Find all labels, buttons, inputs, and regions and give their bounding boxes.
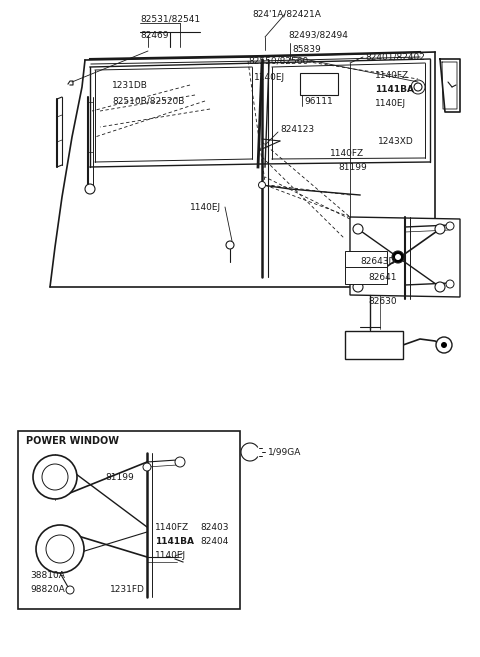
Polygon shape <box>350 217 460 297</box>
Circle shape <box>143 463 151 471</box>
Text: 82493/82494: 82493/82494 <box>288 30 348 39</box>
Circle shape <box>446 280 454 288</box>
Text: 81199: 81199 <box>105 472 134 482</box>
Text: 1140EJ: 1140EJ <box>190 202 221 212</box>
Circle shape <box>85 184 95 194</box>
Circle shape <box>33 455 77 499</box>
Text: 1141BA: 1141BA <box>155 537 194 545</box>
Text: 82401/82402: 82401/82402 <box>365 53 425 62</box>
Bar <box>18 431 240 609</box>
Text: 1140EJ: 1140EJ <box>375 99 406 108</box>
Circle shape <box>66 586 74 594</box>
Bar <box>300 73 338 95</box>
Circle shape <box>353 282 363 292</box>
Text: 824123: 824123 <box>280 124 314 133</box>
Circle shape <box>435 224 445 234</box>
Text: 1231DB: 1231DB <box>112 81 148 89</box>
Text: 1231FD: 1231FD <box>110 585 145 593</box>
Text: 98820A: 98820A <box>30 585 65 593</box>
Circle shape <box>42 464 68 490</box>
Text: 81199: 81199 <box>338 164 367 173</box>
Circle shape <box>446 222 454 230</box>
Text: 1141BA: 1141BA <box>375 85 414 93</box>
Circle shape <box>46 535 74 563</box>
Bar <box>345 262 387 284</box>
Text: 82643D: 82643D <box>360 258 396 267</box>
Circle shape <box>392 251 404 263</box>
Text: 1140EJ: 1140EJ <box>254 72 285 81</box>
Text: POWER WINDOW: POWER WINDOW <box>26 436 119 446</box>
Circle shape <box>436 337 452 353</box>
Text: 82403: 82403 <box>200 522 228 532</box>
Text: 1140EJ: 1140EJ <box>155 551 186 560</box>
Circle shape <box>259 181 265 189</box>
Text: 82404: 82404 <box>200 537 228 547</box>
Text: 82510B/82520B: 82510B/82520B <box>112 97 184 106</box>
Text: 82630: 82630 <box>368 298 396 307</box>
Circle shape <box>435 282 445 292</box>
Text: 1140FZ: 1140FZ <box>155 522 189 532</box>
Circle shape <box>226 241 234 249</box>
Text: 824'1A/82421A: 824'1A/82421A <box>252 9 321 18</box>
Circle shape <box>353 224 363 234</box>
Text: 82641: 82641 <box>368 273 396 281</box>
Circle shape <box>395 254 401 260</box>
Text: 1243XD: 1243XD <box>378 137 414 145</box>
Text: 38810A: 38810A <box>30 570 65 579</box>
Bar <box>345 331 403 359</box>
Text: 1140FZ: 1140FZ <box>330 150 364 158</box>
Text: 82531/82541: 82531/82541 <box>140 14 200 24</box>
Text: 82550/82560: 82550/82560 <box>248 57 308 66</box>
Circle shape <box>175 457 185 467</box>
Text: 1140FZ: 1140FZ <box>375 70 409 79</box>
Circle shape <box>441 342 447 348</box>
Bar <box>345 251 387 267</box>
Circle shape <box>36 525 84 573</box>
Circle shape <box>414 83 422 91</box>
Text: 82469: 82469 <box>140 30 168 39</box>
Text: 96111: 96111 <box>304 97 333 106</box>
Text: 1/99GA: 1/99GA <box>268 447 301 457</box>
Text: 85839: 85839 <box>292 45 321 53</box>
